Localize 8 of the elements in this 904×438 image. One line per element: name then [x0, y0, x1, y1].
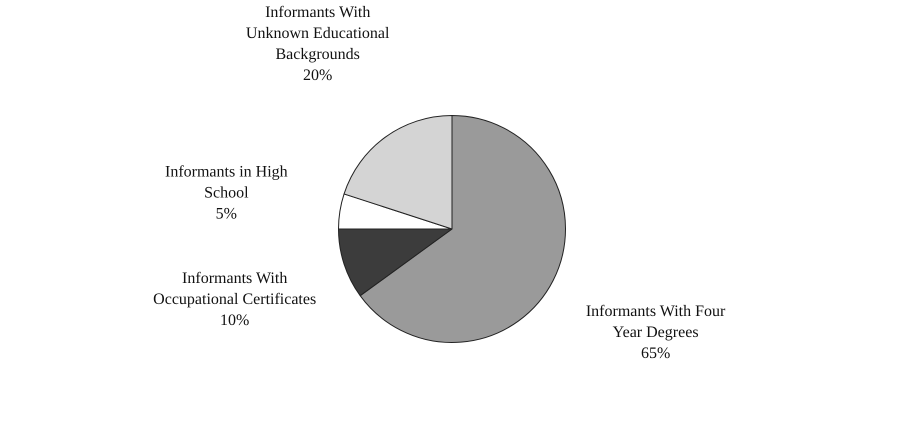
data-label: 65% [640, 344, 670, 362]
data-label: 5% [216, 205, 237, 222]
slice-label: Informants With Four Year Degrees [586, 302, 726, 341]
data-label: 20% [303, 66, 332, 84]
slice-label: Informants With Unknown Educational Backgrounds [246, 4, 390, 63]
slice-label: Informants in High School [164, 163, 288, 202]
data-label: 10% [220, 312, 250, 329]
slice-label: Informants With Occupational Certificates [153, 270, 316, 308]
